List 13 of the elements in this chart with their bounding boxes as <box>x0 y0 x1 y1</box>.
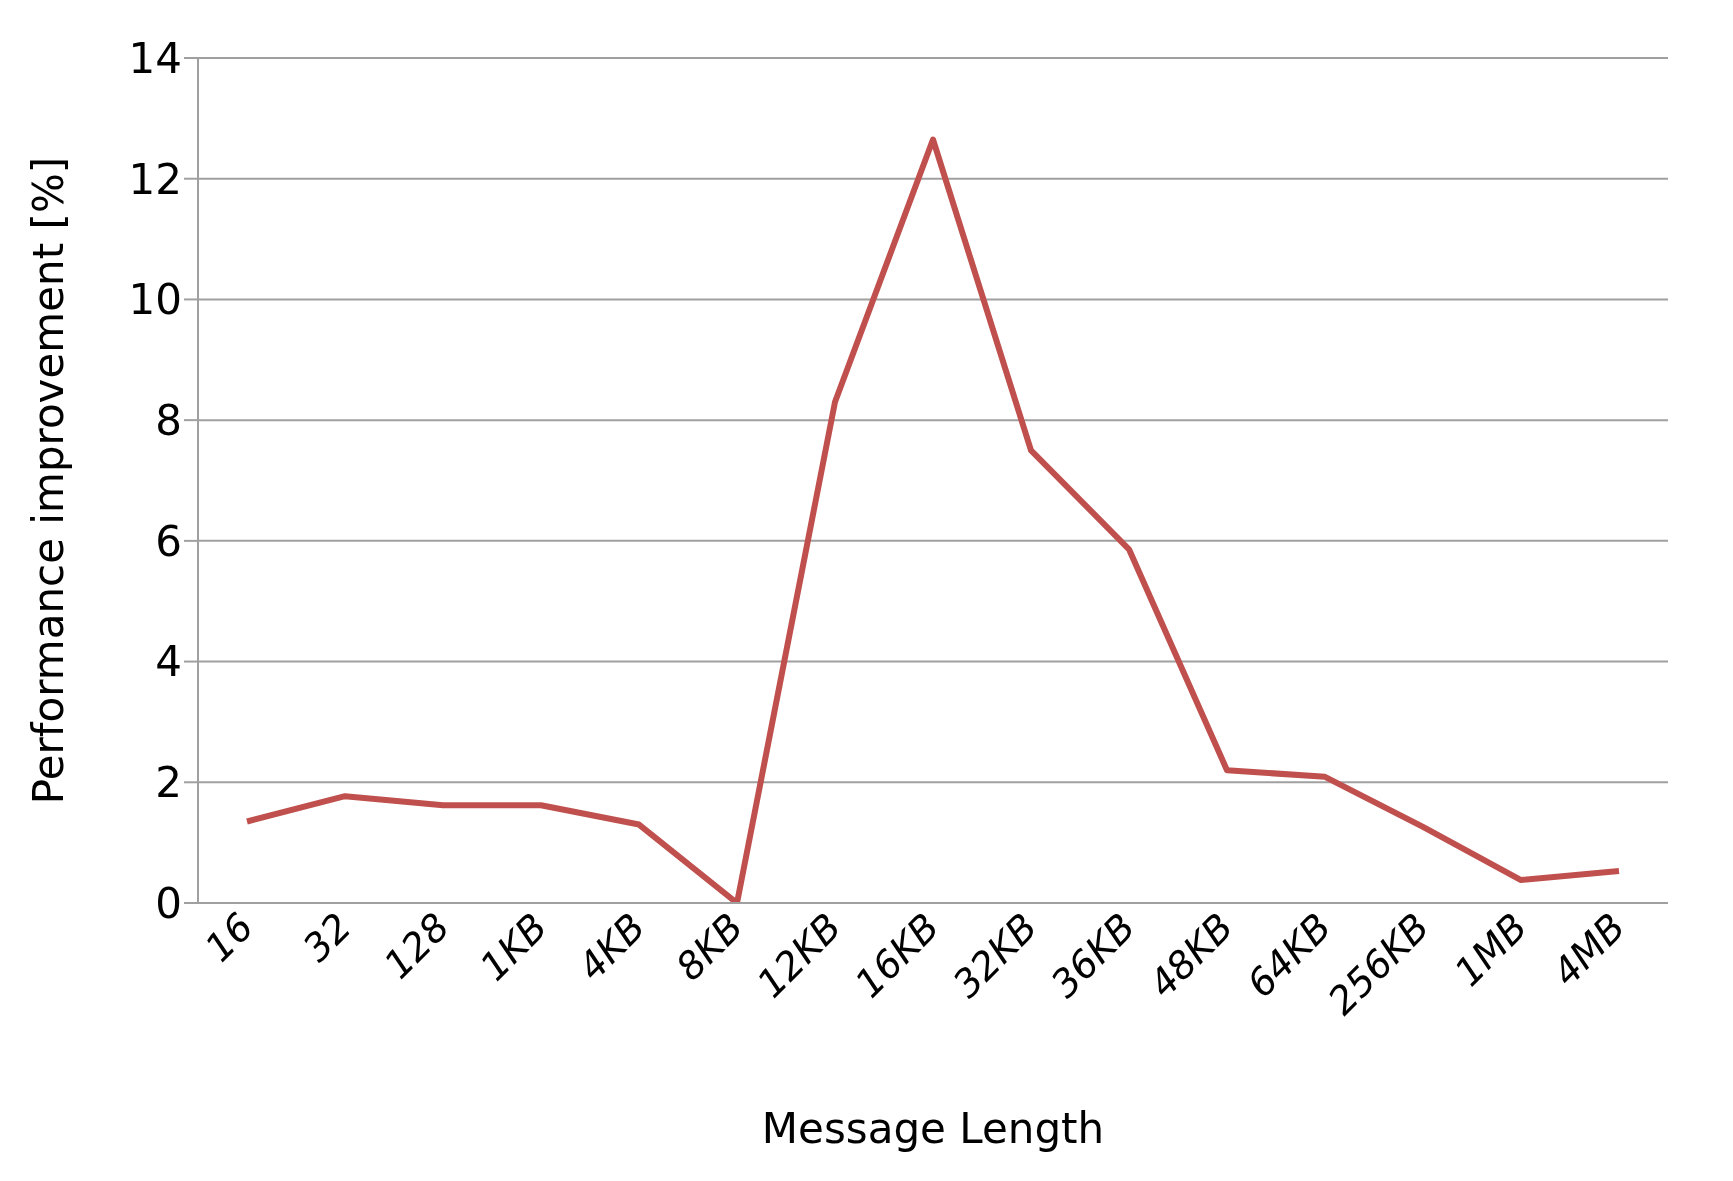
y-tick-label: 12 <box>128 154 182 204</box>
y-tick-label: 2 <box>155 758 182 808</box>
y-tick-label: 14 <box>128 33 182 83</box>
y-tick-label: 4 <box>155 637 182 687</box>
y-tick-label: 6 <box>155 516 182 566</box>
x-tick-label: 4KB <box>569 904 654 989</box>
x-axis-title: Message Length <box>761 1104 1105 1153</box>
y-tick-label: 8 <box>155 396 182 446</box>
y-tick-label: 10 <box>128 275 182 325</box>
y-axis-title: Performance improvement [%] <box>23 156 73 805</box>
y-tick-label: 0 <box>155 878 182 928</box>
x-tick-label: 32 <box>294 904 360 971</box>
x-tick-label: 16 <box>196 904 262 971</box>
